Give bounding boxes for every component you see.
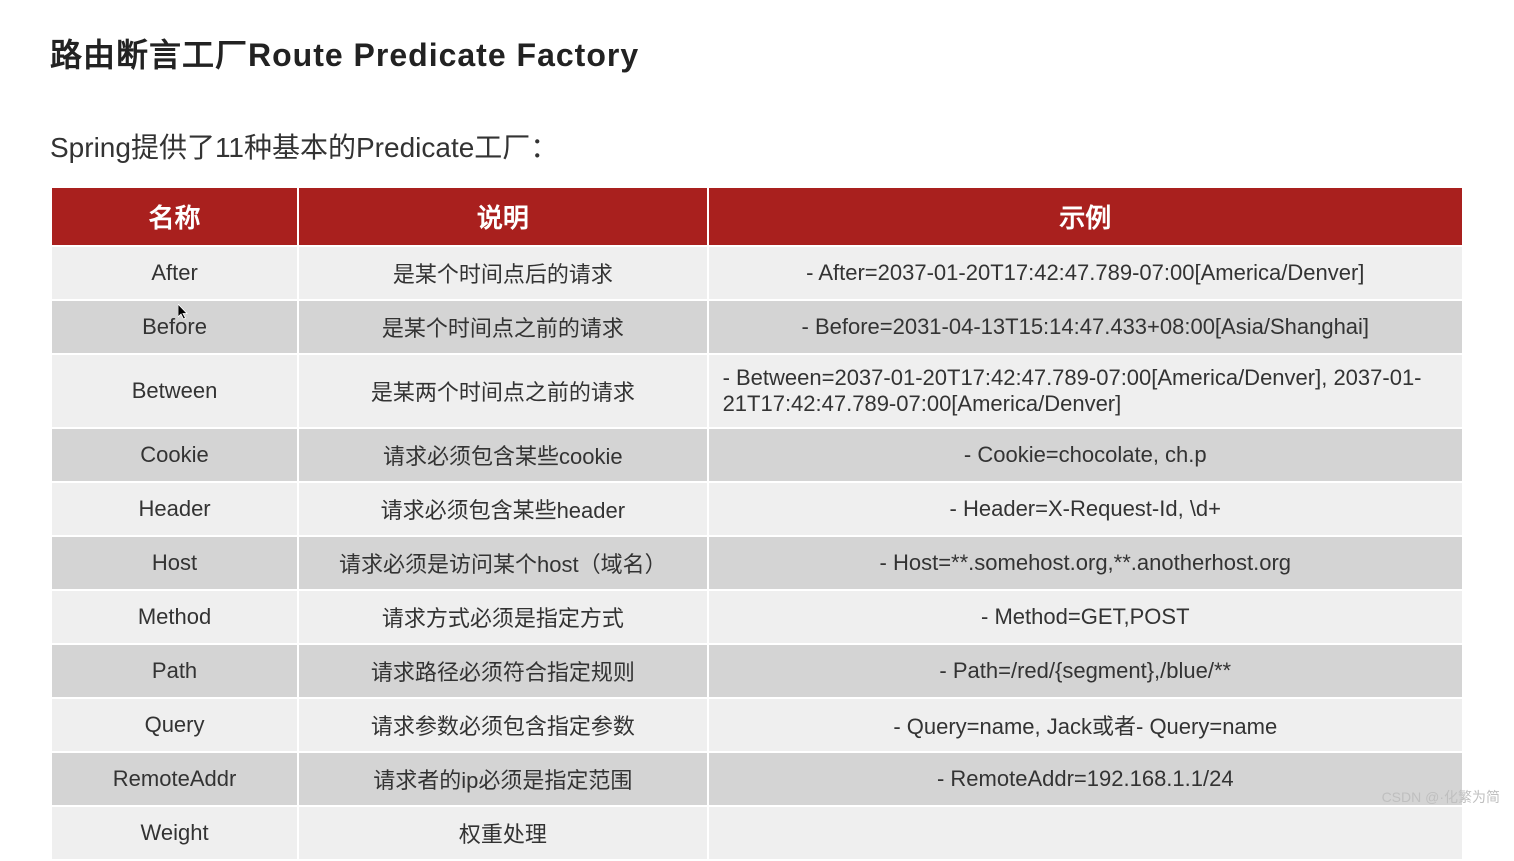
cell-desc: 是某个时间点后的请求: [298, 246, 707, 300]
cell-name: After: [51, 246, 298, 300]
table-row: Header请求必须包含某些header- Header=X-Request-I…: [51, 482, 1463, 536]
cell-example: [708, 806, 1463, 860]
table-row: Host请求必须是访问某个host（域名）- Host=**.somehost.…: [51, 536, 1463, 590]
cell-example: - Header=X-Request-Id, \d+: [708, 482, 1463, 536]
page-subtitle: Spring提供了11种基本的Predicate工厂：: [50, 126, 1464, 166]
cell-desc: 请求者的ip必须是指定范围: [298, 752, 707, 806]
cell-desc: 是某两个时间点之前的请求: [298, 354, 707, 428]
table-row: RemoteAddr请求者的ip必须是指定范围- RemoteAddr=192.…: [51, 752, 1463, 806]
table-header-row: 名称 说明 示例: [51, 187, 1463, 246]
cell-name: Header: [51, 482, 298, 536]
cell-example: - RemoteAddr=192.168.1.1/24: [708, 752, 1463, 806]
watermark: CSDN @·化繁为简: [1382, 787, 1500, 807]
cell-example: - After=2037-01-20T17:42:47.789-07:00[Am…: [708, 246, 1463, 300]
cell-example: - Before=2031-04-13T15:14:47.433+08:00[A…: [708, 300, 1463, 354]
cell-name: Host: [51, 536, 298, 590]
table-row: Cookie请求必须包含某些cookie- Cookie=chocolate, …: [51, 428, 1463, 482]
cell-desc: 请求路径必须符合指定规则: [298, 644, 707, 698]
cell-desc: 权重处理: [298, 806, 707, 860]
table-row: Weight权重处理: [51, 806, 1463, 860]
table-row: After是某个时间点后的请求- After=2037-01-20T17:42:…: [51, 246, 1463, 300]
cell-name: Cookie: [51, 428, 298, 482]
table-row: Path请求路径必须符合指定规则- Path=/red/{segment},/b…: [51, 644, 1463, 698]
table-body: After是某个时间点后的请求- After=2037-01-20T17:42:…: [51, 246, 1463, 860]
cell-desc: 请求参数必须包含指定参数: [298, 698, 707, 752]
cell-desc: 请求方式必须是指定方式: [298, 590, 707, 644]
table-row: Method请求方式必须是指定方式- Method=GET,POST: [51, 590, 1463, 644]
table-row: Before是某个时间点之前的请求- Before=2031-04-13T15:…: [51, 300, 1463, 354]
predicate-table: 名称 说明 示例 After是某个时间点后的请求- After=2037-01-…: [50, 186, 1464, 861]
cell-name: Method: [51, 590, 298, 644]
cell-name: Before: [51, 300, 298, 354]
cell-name: Weight: [51, 806, 298, 860]
cell-example: - Cookie=chocolate, ch.p: [708, 428, 1463, 482]
cell-example: - Host=**.somehost.org,**.anotherhost.or…: [708, 536, 1463, 590]
table-row: Query请求参数必须包含指定参数- Query=name, Jack或者- Q…: [51, 698, 1463, 752]
cell-desc: 请求必须是访问某个host（域名）: [298, 536, 707, 590]
col-header-desc: 说明: [298, 187, 707, 246]
col-header-name: 名称: [51, 187, 298, 246]
cell-example: - Query=name, Jack或者- Query=name: [708, 698, 1463, 752]
table-row: Between是某两个时间点之前的请求- Between=2037-01-20T…: [51, 354, 1463, 428]
col-header-example: 示例: [708, 187, 1463, 246]
cell-name: RemoteAddr: [51, 752, 298, 806]
cell-desc: 是某个时间点之前的请求: [298, 300, 707, 354]
cell-name: Between: [51, 354, 298, 428]
cell-example: - Path=/red/{segment},/blue/**: [708, 644, 1463, 698]
cell-desc: 请求必须包含某些header: [298, 482, 707, 536]
page-title: 路由断言工厂Route Predicate Factory: [50, 30, 1464, 76]
cell-name: Path: [51, 644, 298, 698]
cell-example: - Method=GET,POST: [708, 590, 1463, 644]
cell-desc: 请求必须包含某些cookie: [298, 428, 707, 482]
cell-example: - Between=2037-01-20T17:42:47.789-07:00[…: [708, 354, 1463, 428]
cell-name: Query: [51, 698, 298, 752]
